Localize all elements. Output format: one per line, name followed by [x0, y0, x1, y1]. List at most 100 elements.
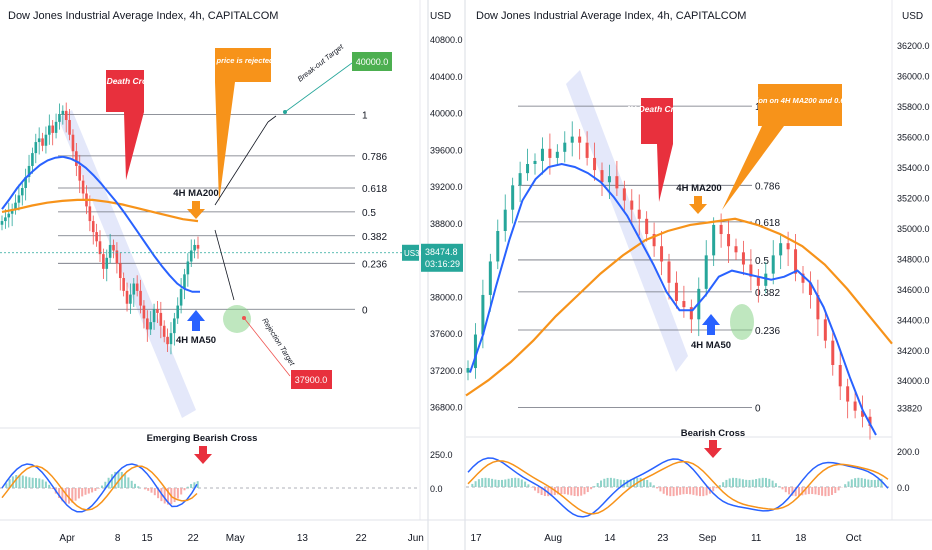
time-tick-label: Jun — [408, 533, 424, 544]
macd-histogram-bar — [8, 479, 11, 488]
macd-histogram-bar — [821, 487, 824, 496]
price-tick-label: 34200.0 — [897, 346, 930, 356]
macd-histogram-bar — [543, 487, 546, 497]
candle-body — [667, 261, 671, 283]
candle-body — [173, 318, 176, 334]
candle-body — [20, 188, 24, 196]
candle-body — [64, 110, 68, 121]
candle-body — [712, 224, 716, 256]
fib-level-label: 0.618 — [755, 218, 780, 229]
left-chart-title: Dow Jones Industrial Average Index, 4h, … — [8, 10, 278, 22]
candle-body — [7, 213, 11, 218]
macd-histogram-bar — [666, 487, 668, 496]
ma200-arrow — [187, 201, 205, 219]
macd-histogram-bar — [649, 482, 652, 487]
macd-histogram-bar — [474, 481, 477, 487]
candle-body — [122, 278, 125, 291]
ma200-label: 4H MA200 — [173, 188, 218, 199]
candle-body — [58, 114, 61, 122]
macd-histogram-bar — [130, 480, 133, 488]
macd-histogram-bar — [844, 484, 847, 487]
macd-histogram-bar — [827, 487, 830, 496]
candle-body — [771, 255, 775, 274]
macd-histogram-bar — [18, 474, 21, 488]
candle-body — [146, 318, 149, 330]
macd-signal-line — [467, 460, 889, 515]
macd-histogram-bar — [873, 479, 876, 487]
macd-histogram-bar — [583, 487, 586, 495]
macd-histogram-bar — [183, 488, 186, 491]
macd-arrow — [704, 440, 722, 458]
fib-level-label: 0.236 — [755, 326, 780, 337]
price-tick-label: 39600.0 — [430, 145, 463, 155]
macd-histogram-bar — [497, 479, 500, 487]
candle-body — [607, 176, 611, 183]
macd-histogram-bar — [685, 487, 688, 495]
macd-histogram-bar — [755, 479, 758, 487]
candle-body — [196, 244, 200, 249]
macd-histogram-bar — [576, 487, 579, 497]
candle-body — [149, 322, 152, 330]
candle-body — [105, 257, 109, 269]
ma200-arrow — [689, 196, 707, 214]
macd-histogram-bar — [97, 488, 100, 489]
macd-histogram-bar — [173, 488, 176, 503]
macd-histogram-bar — [494, 479, 497, 487]
macd-histogram-bar — [794, 487, 797, 497]
candle-body — [166, 336, 169, 345]
candle-body — [682, 301, 686, 308]
left-currency-label: USD — [430, 11, 451, 22]
candle-body — [838, 365, 842, 387]
price-tick-label: 35800.0 — [897, 102, 930, 112]
candle-body — [615, 176, 619, 189]
macd-histogram-bar — [563, 487, 566, 495]
macd-histogram-bar — [712, 487, 715, 492]
macd-histogram-bar — [877, 479, 880, 487]
candle-body — [14, 202, 17, 210]
macd-annotation: Bearish Cross — [681, 428, 745, 439]
macd-histogram-bar — [633, 478, 635, 487]
macd-histogram-bar — [626, 479, 629, 487]
macd-histogram-bar — [534, 487, 536, 491]
macd-histogram-bar — [705, 487, 708, 496]
candle-body — [511, 185, 515, 210]
macd-histogram-bar — [163, 488, 166, 504]
candle-body — [473, 334, 477, 369]
candle-body — [660, 246, 664, 262]
macd-histogram-bar — [738, 478, 741, 487]
candle-body — [689, 307, 693, 320]
macd-histogram-bar — [524, 481, 527, 487]
macd-histogram-bar — [629, 479, 632, 487]
macd-histogram-bar — [150, 488, 153, 493]
candle-body — [823, 319, 827, 341]
macd-histogram-bar — [695, 487, 698, 496]
candle-body — [31, 153, 34, 166]
macd-histogram-bar — [791, 487, 794, 496]
macd-histogram-bar — [537, 487, 540, 494]
fib-level-label: 0.236 — [362, 259, 387, 270]
macd-histogram-bar — [735, 477, 738, 487]
macd-histogram-bar — [540, 487, 543, 496]
candle-body — [159, 312, 163, 326]
candle-body — [189, 250, 193, 262]
candle-body — [75, 151, 78, 166]
candle-body — [674, 282, 678, 302]
macd-tick-label: 0.0 — [430, 484, 443, 494]
candle-body — [831, 340, 835, 365]
rejection-target-badge — [291, 370, 332, 389]
ma50-arrow — [187, 310, 205, 331]
macd-tick-label: 0.0 — [897, 483, 910, 493]
macd-histogram-bar — [114, 471, 117, 488]
macd-histogram-bar — [77, 488, 80, 499]
time-tick-label: 22 — [356, 533, 368, 544]
macd-histogram-bar — [781, 487, 784, 490]
macd-histogram-bar — [702, 487, 705, 497]
candle-body — [34, 142, 38, 154]
macd-histogram-bar — [157, 488, 160, 499]
macd-histogram-bar — [560, 487, 563, 495]
macd-histogram-bar — [48, 484, 51, 488]
time-tick-label: 22 — [188, 533, 200, 544]
candle-body — [156, 309, 159, 313]
death-cross-text: 4H Death Cross — [624, 104, 689, 114]
macd-histogram-bar — [807, 487, 810, 495]
